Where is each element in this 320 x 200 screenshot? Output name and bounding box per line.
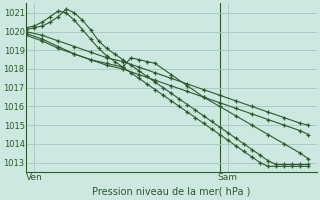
X-axis label: Pression niveau de la mer( hPa ): Pression niveau de la mer( hPa ): [92, 187, 251, 197]
